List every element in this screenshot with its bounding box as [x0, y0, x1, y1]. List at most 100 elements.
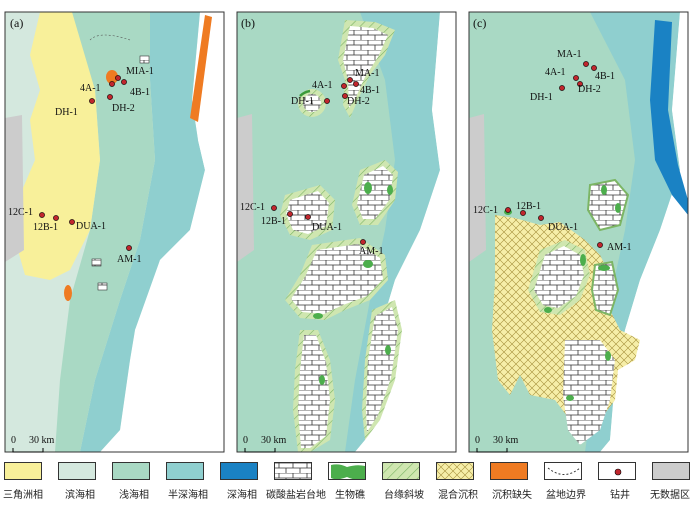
legend-label: 浅海相 — [119, 490, 149, 501]
well-marker — [597, 242, 603, 248]
well-label: DH-1 — [55, 107, 78, 118]
well-marker — [353, 81, 359, 87]
well-label: MA-1 — [355, 68, 379, 79]
legend-swatch — [274, 462, 312, 480]
legend-label: 碳酸盐岩台地 — [266, 490, 326, 501]
well-label: 4A-1 — [545, 67, 566, 78]
well-marker — [109, 81, 115, 87]
well-label: 12B-1 — [516, 201, 541, 212]
well-marker — [520, 210, 526, 216]
well-label: DH-2 — [112, 103, 135, 114]
scale-bar-c: 0 30 km — [475, 435, 519, 453]
well-label: 4B-1 — [595, 71, 615, 82]
scale-zero: 0 — [243, 435, 248, 446]
legend-label: 三角洲相 — [3, 490, 43, 501]
scale-distance: 30 km — [261, 435, 287, 446]
well-label: DH-1 — [530, 92, 553, 103]
legend-item-mixed: 混合沉积 — [428, 458, 498, 505]
well-marker — [360, 239, 366, 245]
legend-item-carbonate-platform: 碳酸盐岩台地 — [266, 458, 336, 505]
legend-label: 钻井 — [610, 490, 630, 501]
legend-swatch — [490, 462, 528, 480]
well-label: 12C-1 — [8, 207, 33, 218]
legend-label: 盆地边界 — [546, 490, 586, 501]
well-label: 12C-1 — [240, 202, 265, 213]
well-marker — [115, 75, 121, 81]
well-marker — [591, 65, 597, 71]
panel-label-a: (a) — [10, 16, 23, 30]
well-marker — [89, 98, 95, 104]
legend: 三角洲相 滨海相 浅海相 半深海相 深海相 碳酸盐岩台地 生物礁 台缘斜坡 混合… — [0, 458, 700, 505]
well-marker — [573, 75, 579, 81]
legend-item-reef: 生物礁 — [320, 458, 390, 505]
legend-label: 深海相 — [227, 490, 257, 501]
well-label: DUA-1 — [76, 221, 106, 232]
well-marker — [341, 83, 347, 89]
panel-c — [468, 11, 689, 453]
well-label: DH-2 — [347, 96, 370, 107]
paleogeography-maps: (a) (b) (c) MIA-1 4A-1 4B-1 DH-1 DH-2 12… — [4, 11, 689, 453]
well-marker — [305, 214, 311, 220]
legend-swatch — [544, 462, 582, 480]
well-marker — [107, 94, 113, 100]
legend-item-abyssal: 深海相 — [212, 458, 282, 505]
well-label: DUA-1 — [548, 222, 578, 233]
well-label: 12B-1 — [33, 222, 58, 233]
panel-label-b: (b) — [241, 16, 255, 30]
well-label: 4A-1 — [80, 83, 101, 94]
well-label: 12B-1 — [261, 216, 286, 227]
well-marker — [53, 215, 59, 221]
well-label: MA-1 — [557, 49, 581, 60]
scale-distance: 30 km — [493, 435, 519, 446]
well-label: DH-2 — [578, 84, 601, 95]
legend-item-slope: 台缘斜坡 — [374, 458, 444, 505]
legend-label: 半深海相 — [168, 490, 208, 501]
scale-bar-a: 0 30 km — [11, 435, 55, 453]
wells-c: MA-1 4A-1 4B-1 DH-1 DH-2 12C-1 12B-1 DUA… — [473, 49, 631, 253]
well-marker — [126, 245, 132, 251]
well-label: DUA-1 — [312, 222, 342, 233]
well-marker — [69, 219, 75, 225]
legend-item-well: 钻井 — [590, 458, 660, 505]
legend-label: 混合沉积 — [438, 490, 478, 501]
well-label: AM-1 — [359, 246, 383, 257]
legend-label: 生物礁 — [335, 490, 365, 501]
well-marker — [287, 211, 293, 217]
well-marker — [559, 85, 565, 91]
well-marker — [324, 98, 330, 104]
legend-item-neritic: 浅海相 — [104, 458, 174, 505]
well-marker — [39, 212, 45, 218]
legend-item-hiatus: 沉积缺失 — [482, 458, 552, 505]
legend-swatch — [4, 462, 42, 480]
legend-swatch — [220, 462, 258, 480]
well-label: AM-1 — [607, 242, 631, 253]
legend-item-bathyal: 半深海相 — [158, 458, 228, 505]
legend-swatch — [112, 462, 150, 480]
panel-b — [236, 11, 457, 453]
legend-swatch — [652, 462, 690, 480]
well-label: 4B-1 — [360, 85, 380, 96]
well-label: 12C-1 — [473, 205, 498, 216]
scale-zero: 0 — [475, 435, 480, 446]
well-marker — [538, 215, 544, 221]
well-label: 4B-1 — [130, 87, 150, 98]
well-label: MIA-1 — [126, 66, 154, 77]
legend-label: 滨海相 — [65, 490, 95, 501]
legend-swatch — [382, 462, 420, 480]
legend-item-basin-boundary: 盆地边界 — [536, 458, 606, 505]
well-marker — [505, 207, 511, 213]
legend-swatch — [328, 462, 366, 480]
legend-label: 沉积缺失 — [492, 490, 532, 501]
scale-distance: 30 km — [29, 435, 55, 446]
well-marker — [583, 61, 589, 67]
well-marker — [347, 77, 353, 83]
well-label: 4A-1 — [312, 80, 333, 91]
panel-label-c: (c) — [473, 16, 486, 30]
legend-swatch — [598, 462, 636, 480]
well-marker — [271, 205, 277, 211]
basin-boundary-a — [89, 34, 131, 41]
legend-swatch — [166, 462, 204, 480]
scale-zero: 0 — [11, 435, 16, 446]
well-label: AM-1 — [117, 254, 141, 265]
wells-a: MIA-1 4A-1 4B-1 DH-1 DH-2 12C-1 12B-1 DU… — [8, 66, 154, 265]
